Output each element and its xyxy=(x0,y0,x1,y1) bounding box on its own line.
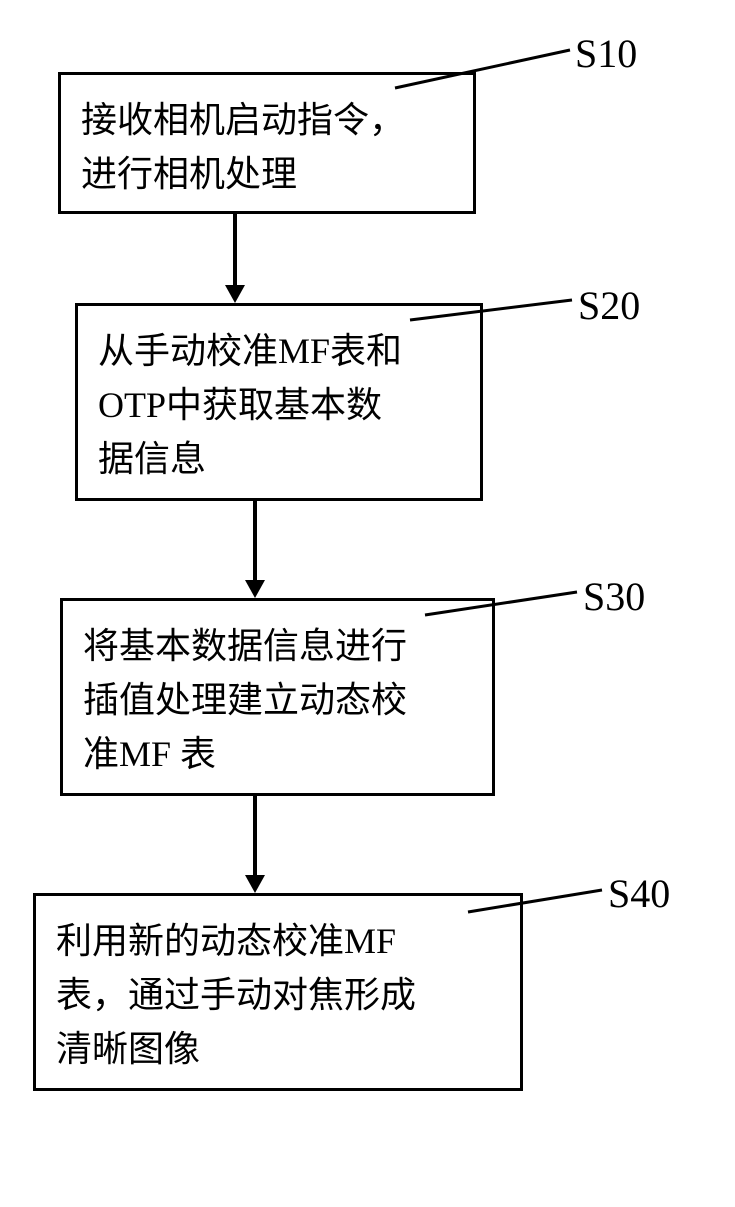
node-text: 将基本数据信息进行 插值处理建立动态校 准MF 表 xyxy=(83,619,472,781)
flowchart-node-s20: 从手动校准MF表和 OTP中获取基本数 据信息 xyxy=(75,303,483,501)
arrow-line xyxy=(233,214,237,285)
flowchart-node-s10: 接收相机启动指令， 进行相机处理 xyxy=(58,72,476,214)
node-label-s10: S10 xyxy=(575,30,637,77)
arrow-head-icon xyxy=(245,580,265,598)
arrow-line xyxy=(253,796,257,875)
arrow-line xyxy=(253,501,257,580)
flowchart-container: 接收相机启动指令， 进行相机处理 S10 从手动校准MF表和 OTP中获取基本数… xyxy=(0,0,735,1207)
node-label-s40: S40 xyxy=(608,870,670,917)
flowchart-node-s30: 将基本数据信息进行 插值处理建立动态校 准MF 表 xyxy=(60,598,495,796)
arrow-head-icon xyxy=(245,875,265,893)
flowchart-node-s40: 利用新的动态校准MF 表，通过手动对焦形成 清晰图像 xyxy=(33,893,523,1091)
node-text: 利用新的动态校准MF 表，通过手动对焦形成 清晰图像 xyxy=(56,914,500,1076)
node-label-s20: S20 xyxy=(578,282,640,329)
node-text: 从手动校准MF表和 OTP中获取基本数 据信息 xyxy=(98,324,460,486)
arrow-head-icon xyxy=(225,285,245,303)
node-text: 接收相机启动指令， 进行相机处理 xyxy=(81,93,453,201)
node-label-s30: S30 xyxy=(583,573,645,620)
